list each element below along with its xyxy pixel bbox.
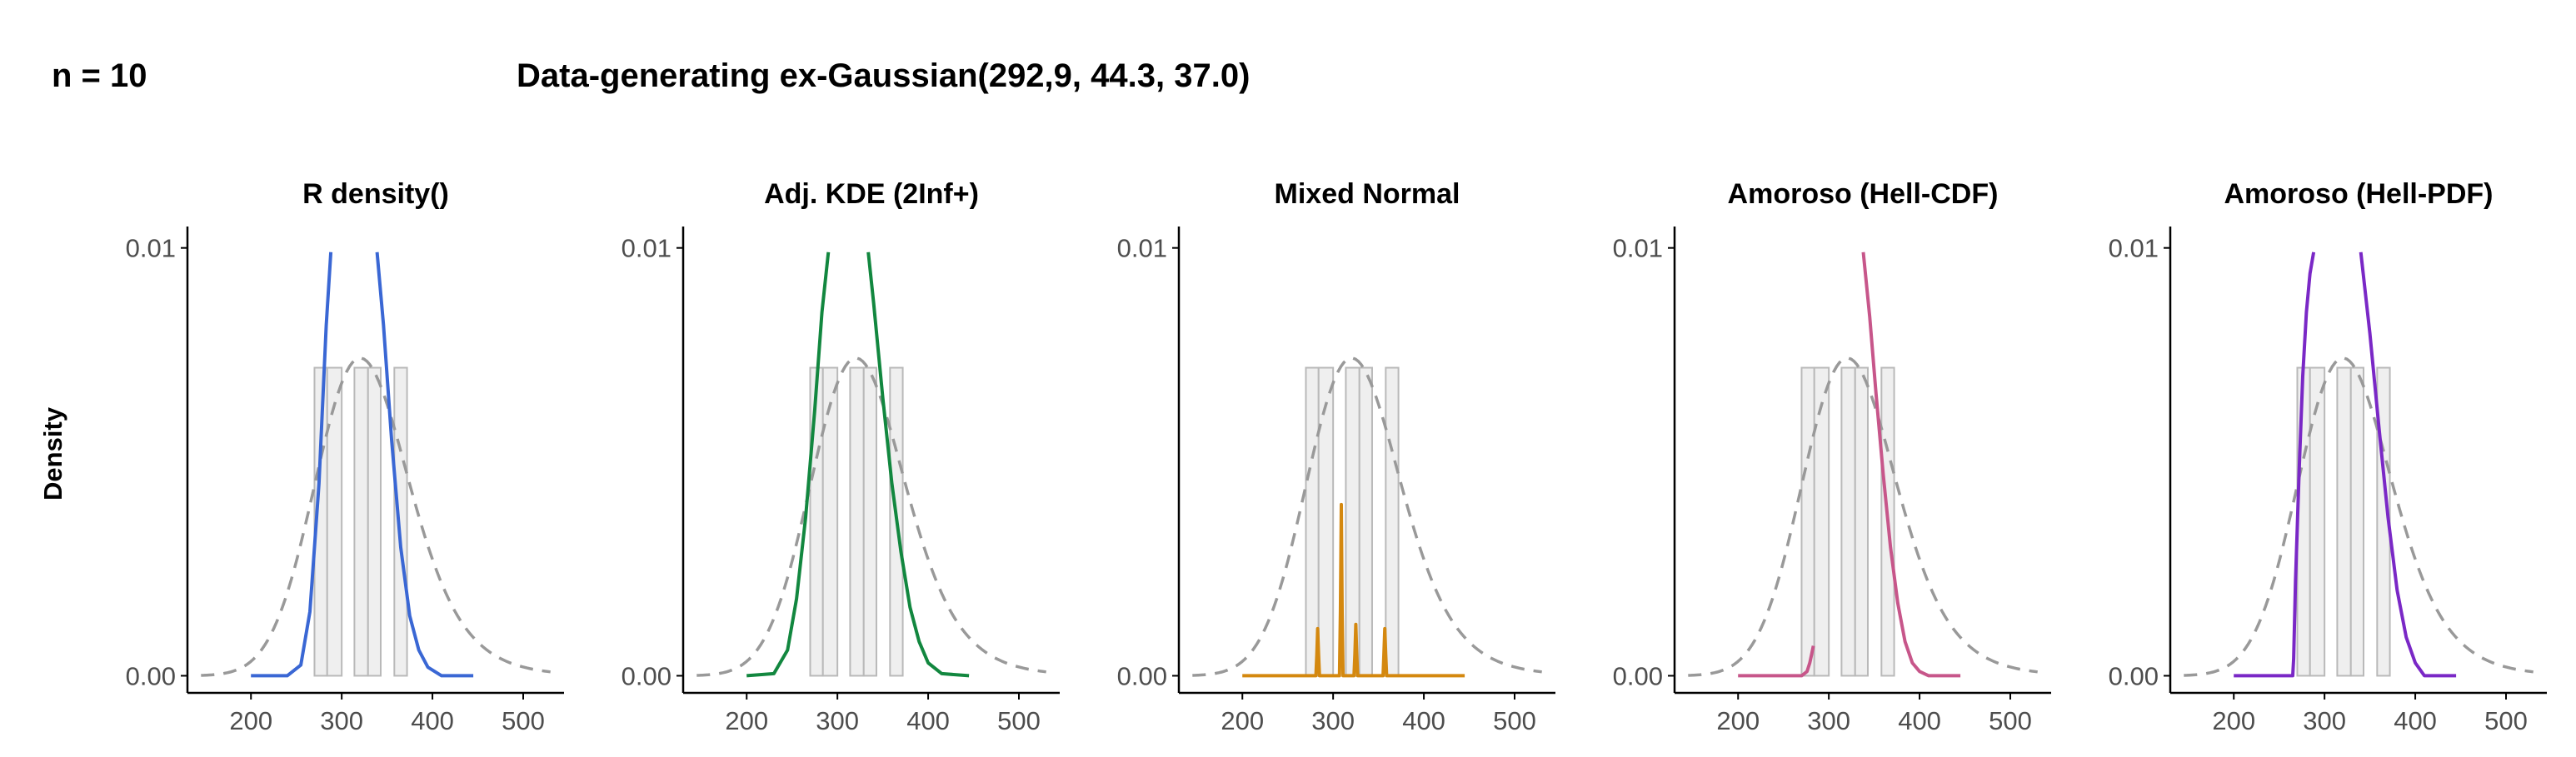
- x-tick-label: 500: [1493, 706, 1536, 735]
- panel-title: Adj. KDE (2Inf+): [764, 178, 979, 210]
- panel-1: R density() 0.00 0.01 200 300 400 500: [126, 178, 564, 735]
- estimated-density-line: [866, 252, 970, 678]
- histogram-bar: [2296, 366, 2311, 677]
- x-tick-label: 300: [320, 706, 363, 735]
- histogram-bar: [1385, 366, 1400, 677]
- sample-size-title: n = 10: [52, 57, 147, 94]
- x-tick-label: 400: [906, 706, 950, 735]
- panel-3: Mixed Normal 0.00 0.01 200 300 400 500: [1117, 178, 1555, 735]
- y-tick-label: 0.00: [1613, 661, 1663, 690]
- histogram-bar: [1317, 366, 1335, 677]
- panel-5: Amoroso (Hell-PDF) 0.00 0.01 200 300 400 500: [2109, 178, 2547, 735]
- estimated-density-line: [375, 252, 474, 678]
- panel-title: Amoroso (Hell-CDF): [1728, 178, 1999, 210]
- histogram-bar: [1854, 366, 1869, 677]
- y-tick-label: 0.00: [1117, 661, 1167, 690]
- histogram-bar: [821, 366, 839, 677]
- estimated-density-line: [746, 252, 831, 678]
- y-tick-label: 0.01: [2109, 234, 2159, 263]
- x-tick-label: 500: [2484, 706, 2528, 735]
- panel-title: Amoroso (Hell-PDF): [2224, 178, 2494, 210]
- y-tick-label: 0.01: [1117, 234, 1167, 263]
- panel-2: Adj. KDE (2Inf+) 0.00 0.01 200 300 400 500: [622, 178, 1060, 735]
- x-tick-label: 500: [502, 706, 545, 735]
- y-axis-label: Density: [38, 406, 67, 501]
- histogram-bar: [393, 366, 408, 677]
- y-tick-label: 0.00: [126, 661, 176, 690]
- histogram-bar: [2309, 366, 2326, 677]
- histogram-bar: [353, 366, 369, 677]
- x-tick-label: 200: [229, 706, 272, 735]
- estimated-density-line: [2359, 252, 2457, 678]
- x-tick-label: 400: [1898, 706, 1941, 735]
- x-tick-label: 300: [816, 706, 859, 735]
- panel-title: Mixed Normal: [1275, 178, 1460, 210]
- histogram-bar: [849, 366, 865, 677]
- histogram-bar: [2336, 366, 2352, 677]
- x-tick-label: 300: [1311, 706, 1355, 735]
- x-tick-label: 200: [2212, 706, 2255, 735]
- figure-main-title: Data-generating ex-Gaussian(292,9, 44.3,…: [517, 57, 1250, 94]
- histogram-bar: [1358, 366, 1373, 677]
- y-tick-label: 0.01: [622, 234, 671, 263]
- panel-4: Amoroso (Hell-CDF) 0.00 0.01 200 300 400 500: [1613, 178, 2051, 735]
- y-tick-label: 0.00: [2109, 661, 2159, 690]
- x-tick-label: 200: [1716, 706, 1760, 735]
- estimated-density-line: [251, 252, 333, 678]
- histogram-bar: [1840, 366, 1856, 677]
- x-tick-label: 200: [725, 706, 768, 735]
- x-tick-label: 400: [2394, 706, 2437, 735]
- histogram-bar: [2349, 366, 2364, 677]
- x-tick-label: 400: [1402, 706, 1445, 735]
- y-tick-label: 0.01: [126, 234, 176, 263]
- estimated-density-line: [2234, 252, 2316, 678]
- x-tick-label: 500: [997, 706, 1041, 735]
- x-tick-label: 400: [411, 706, 454, 735]
- histogram-bar: [367, 366, 382, 677]
- estimated-density-line: [1242, 502, 1465, 678]
- panel-title: R density(): [302, 178, 449, 210]
- histogram-bar: [1800, 366, 1815, 677]
- estimated-density-line: [1738, 645, 1815, 678]
- histogram-bar: [809, 366, 824, 677]
- y-tick-label: 0.01: [1613, 234, 1663, 263]
- x-tick-label: 500: [1989, 706, 2032, 735]
- x-tick-label: 300: [1807, 706, 1850, 735]
- histogram-bar: [326, 366, 343, 677]
- histogram-bar: [862, 366, 877, 677]
- estimated-density-line: [1861, 252, 1961, 678]
- histogram-bar: [1813, 366, 1830, 677]
- x-tick-label: 200: [1221, 706, 1264, 735]
- y-tick-label: 0.00: [622, 661, 671, 690]
- x-tick-label: 300: [2303, 706, 2346, 735]
